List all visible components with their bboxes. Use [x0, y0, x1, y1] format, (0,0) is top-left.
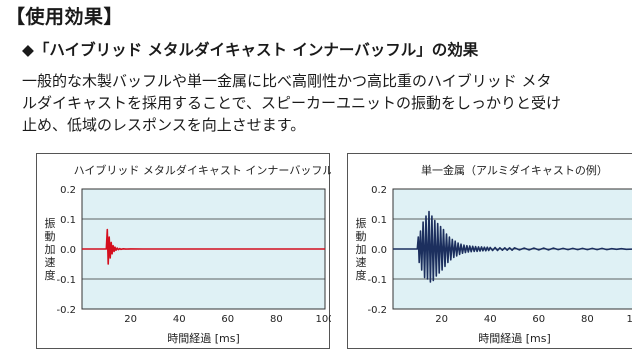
y-tick-label: 0.2	[60, 185, 76, 196]
x-tick-label: 100	[315, 314, 331, 325]
series-line	[393, 210, 632, 283]
x-tick-label: 100	[626, 314, 632, 325]
y-tick-label: 0.1	[371, 215, 387, 226]
x-tick-label: 20	[435, 314, 448, 325]
y-tick-label: 0.1	[60, 215, 76, 226]
chart-hybrid: ハイブリッド メタルダイキャスト インナーバッフル 0.2 0.1 0.0 -0.1 -0…	[45, 163, 332, 345]
y-axis-label: 振動加速度	[45, 216, 56, 282]
x-tick-label: 40	[173, 314, 186, 325]
chart-panel-hybrid: ハイブリッド メタルダイキャスト インナーバッフル 0.2 0.1 0.0 -0.1 -0…	[36, 153, 332, 349]
body-line-2: ルダイキャストを採用することで、スピーカーユニットの振動をしっかりと受け	[22, 94, 561, 112]
chart-panel-aluminum: 単一金属（アルミダイキャストの例） 0.2 0.1 0.0 -0.1 -0.2 20 40 60…	[347, 153, 632, 349]
x-tick-label: 60	[532, 314, 545, 325]
x-tick-label: 80	[581, 314, 594, 325]
body-text: 一般的な木製バッフルや単一金属に比べ高剛性かつ高比重のハイブリッド メタ ルダイ…	[22, 70, 632, 136]
x-axis-label: 時間経過 [ms]	[167, 332, 240, 345]
chart-title: 単一金属（アルミダイキャストの例）	[421, 163, 608, 177]
chart-title: ハイブリッド メタルダイキャスト インナーバッフル	[74, 163, 331, 177]
x-tick-label: 60	[221, 314, 234, 325]
body-line-1: 一般的な木製バッフルや単一金属に比べ高剛性かつ高比重のハイブリッド メタ	[22, 72, 552, 90]
y-tick-label: 0.0	[371, 245, 387, 256]
y-tick-label: -0.1	[56, 275, 76, 286]
body-line-3: 止め、低域のレスポンスを向上させます。	[22, 116, 306, 134]
x-tick-label: 80	[270, 314, 283, 325]
y-tick-label: 0.0	[60, 245, 76, 256]
subheading: ◆「ハイブリッド メタルダイキャスト インナーバッフル」の効果	[22, 41, 479, 59]
y-tick-label: -0.2	[56, 305, 76, 316]
chart-aluminum: 単一金属（アルミダイキャストの例） 0.2 0.1 0.0 -0.1 -0.2 20 40 60…	[356, 163, 632, 345]
y-tick-label: 0.2	[371, 185, 387, 196]
x-tick-label: 40	[484, 314, 497, 325]
section-heading: 【使用効果】	[6, 6, 124, 28]
x-axis-label: 時間経過 [ms]	[478, 332, 551, 345]
y-tick-label: -0.1	[367, 275, 387, 286]
y-tick-label: -0.2	[367, 305, 387, 316]
series-line	[82, 228, 325, 265]
x-tick-label: 20	[124, 314, 137, 325]
y-axis-label: 振動加速度	[356, 216, 367, 282]
